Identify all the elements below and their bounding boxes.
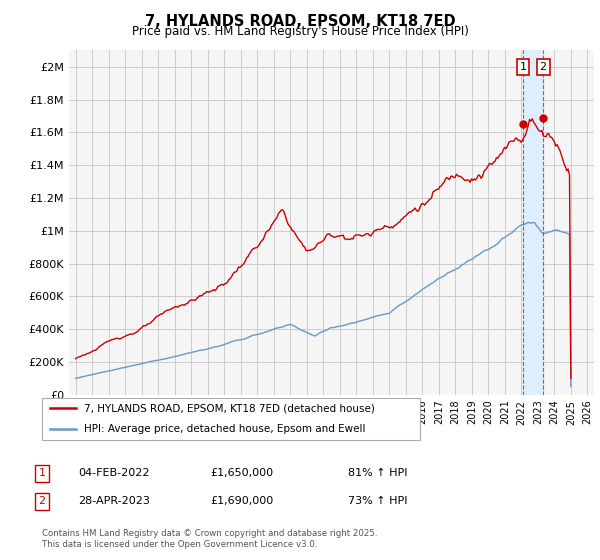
Text: 81% ↑ HPI: 81% ↑ HPI <box>348 468 407 478</box>
Text: 2: 2 <box>38 496 46 506</box>
Text: 1: 1 <box>38 468 46 478</box>
Text: 73% ↑ HPI: 73% ↑ HPI <box>348 496 407 506</box>
FancyBboxPatch shape <box>42 398 420 440</box>
Text: 7, HYLANDS ROAD, EPSOM, KT18 7ED: 7, HYLANDS ROAD, EPSOM, KT18 7ED <box>145 14 455 29</box>
Text: £1,690,000: £1,690,000 <box>210 496 273 506</box>
Text: 2: 2 <box>539 62 547 72</box>
Text: 04-FEB-2022: 04-FEB-2022 <box>78 468 149 478</box>
Text: £1,650,000: £1,650,000 <box>210 468 273 478</box>
Text: 7, HYLANDS ROAD, EPSOM, KT18 7ED (detached house): 7, HYLANDS ROAD, EPSOM, KT18 7ED (detach… <box>83 403 374 413</box>
Text: Contains HM Land Registry data © Crown copyright and database right 2025.
This d: Contains HM Land Registry data © Crown c… <box>42 529 377 549</box>
Text: HPI: Average price, detached house, Epsom and Ewell: HPI: Average price, detached house, Epso… <box>83 424 365 434</box>
Text: 1: 1 <box>520 62 526 72</box>
Text: 28-APR-2023: 28-APR-2023 <box>78 496 150 506</box>
Text: Price paid vs. HM Land Registry's House Price Index (HPI): Price paid vs. HM Land Registry's House … <box>131 25 469 38</box>
Bar <box>523 50 543 395</box>
